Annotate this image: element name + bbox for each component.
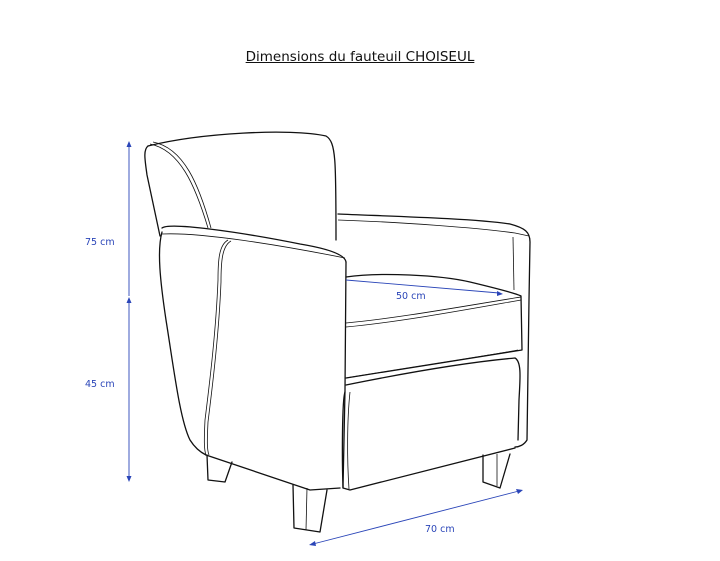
dimension-arrows [126,141,523,546]
label-seat-height: 45 cm [85,379,115,390]
label-seat-depth: 50 cm [396,291,426,302]
width-arrow [312,490,520,545]
label-width: 70 cm [425,524,455,535]
depth-arrow [345,279,500,294]
diagram-title: Dimensions du fauteuil CHOISEUL [245,49,475,65]
label-total-height: 75 cm [85,237,115,248]
armchair-outline [144,131,531,533]
